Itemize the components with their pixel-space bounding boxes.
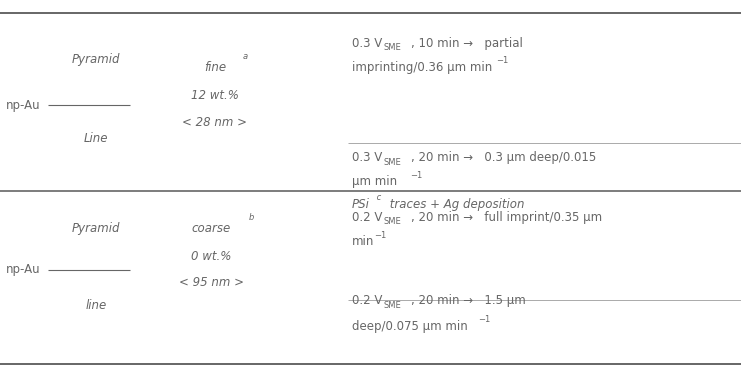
Text: < 28 nm >: < 28 nm > [182, 117, 247, 129]
Text: Line: Line [84, 132, 109, 145]
Text: SME: SME [384, 217, 402, 226]
Text: , 20 min →   full imprint/0.35 μm: , 20 min → full imprint/0.35 μm [411, 211, 602, 224]
Text: , 10 min →   partial: , 10 min → partial [411, 37, 523, 50]
Text: μm min: μm min [352, 176, 397, 188]
Text: −1: −1 [374, 231, 387, 240]
Text: coarse: coarse [192, 222, 230, 235]
Text: 12 wt.%: 12 wt.% [191, 89, 239, 102]
Text: SME: SME [384, 158, 402, 166]
Text: 0.3 V: 0.3 V [352, 151, 382, 164]
Text: b: b [248, 213, 253, 222]
Text: 0.2 V: 0.2 V [352, 211, 382, 224]
Text: −1: −1 [496, 56, 509, 65]
Text: min: min [352, 236, 374, 248]
Text: 0.3 V: 0.3 V [352, 37, 382, 50]
Text: , 20 min →   0.3 μm deep/0.015: , 20 min → 0.3 μm deep/0.015 [411, 151, 597, 164]
Text: PSi: PSi [352, 198, 370, 211]
Text: a: a [243, 52, 248, 61]
Text: 0.2 V: 0.2 V [352, 294, 382, 307]
Text: line: line [86, 299, 107, 312]
Text: imprinting/0.36 μm min: imprinting/0.36 μm min [352, 61, 492, 74]
Text: traces + Ag deposition: traces + Ag deposition [386, 198, 525, 211]
Text: SME: SME [384, 301, 402, 310]
Text: −1: −1 [410, 171, 422, 180]
Text: Pyramid: Pyramid [72, 54, 121, 66]
Text: < 95 nm >: < 95 nm > [179, 276, 244, 288]
Text: SME: SME [384, 43, 402, 52]
Text: −1: −1 [478, 315, 491, 324]
Text: Pyramid: Pyramid [72, 222, 121, 235]
Text: 0 wt.%: 0 wt.% [191, 251, 231, 263]
Text: c: c [374, 193, 382, 202]
Text: np-Au: np-Au [6, 99, 41, 111]
Text: np-Au: np-Au [6, 264, 41, 276]
Text: deep/0.075 μm min: deep/0.075 μm min [352, 320, 468, 333]
Text: fine: fine [204, 61, 226, 74]
Text: , 20 min →   1.5 μm: , 20 min → 1.5 μm [411, 294, 526, 307]
